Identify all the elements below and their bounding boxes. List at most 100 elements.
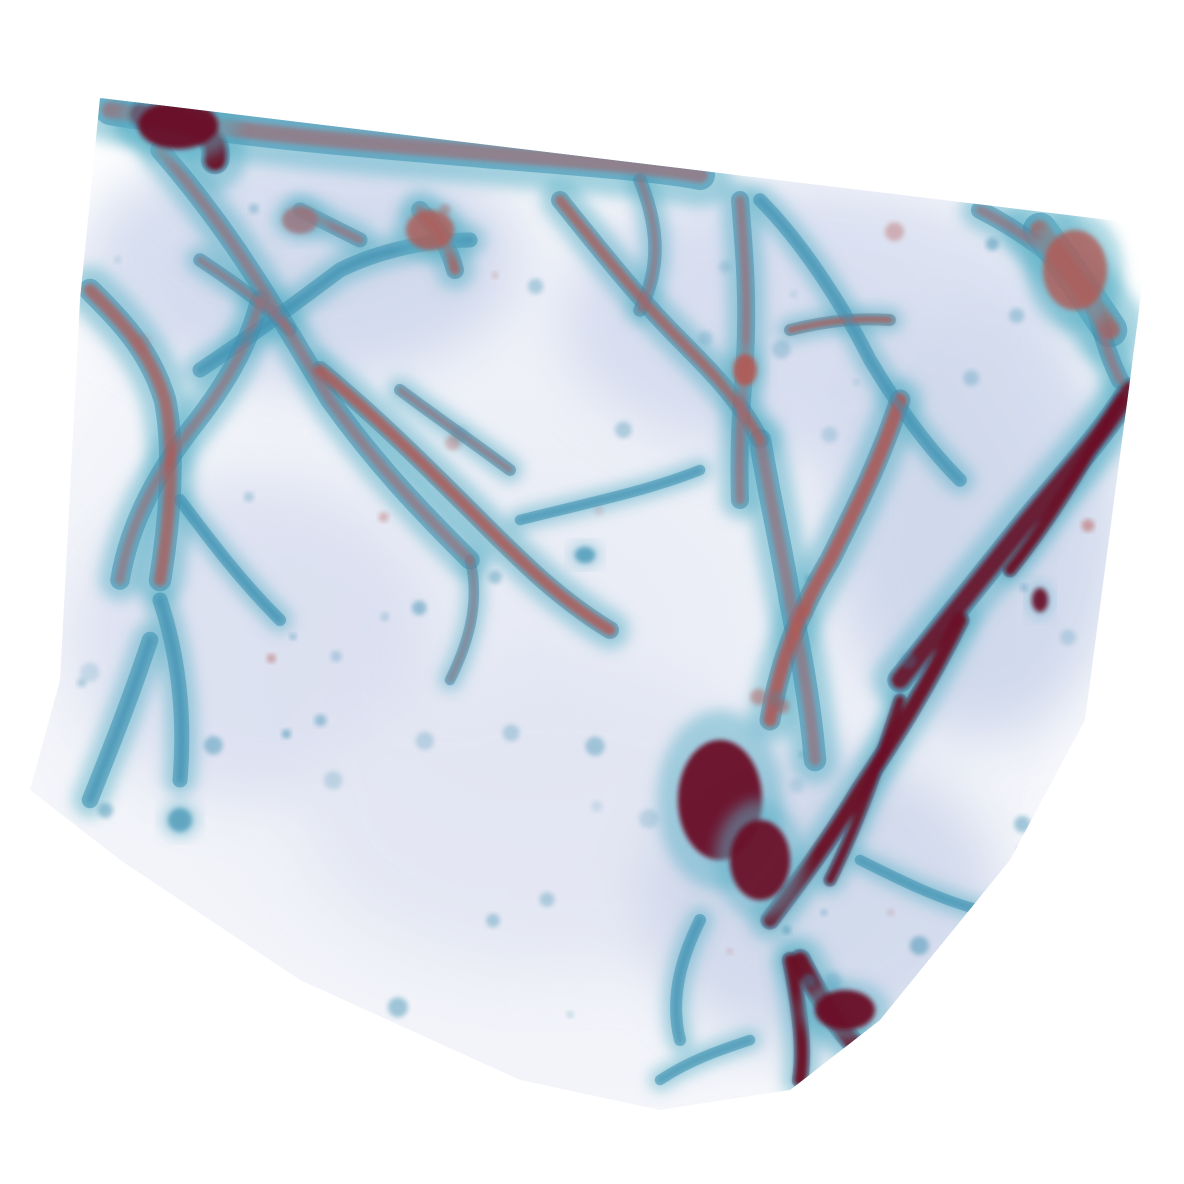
speckle [591, 800, 603, 812]
speckle [1054, 837, 1070, 853]
speckle [78, 139, 91, 152]
speckle [594, 506, 604, 516]
filament-core [314, 364, 616, 636]
speckle [775, 699, 790, 714]
speckle [909, 936, 929, 955]
speckle [243, 491, 254, 502]
filament-core [857, 857, 983, 913]
speckle [488, 570, 502, 584]
speckle [539, 892, 555, 907]
speckle [98, 803, 113, 818]
speckle [314, 714, 327, 727]
speckle [948, 1003, 969, 1024]
speckle [963, 370, 979, 386]
speckle [798, 750, 806, 758]
speckle [411, 600, 427, 616]
speckle [853, 379, 860, 386]
filament-core [156, 596, 186, 784]
dense-region [1043, 230, 1107, 310]
speckle [289, 633, 297, 641]
speckle [799, 605, 812, 618]
speckle [772, 340, 791, 359]
speckle [1060, 629, 1076, 646]
filament-core [786, 315, 894, 334]
speckle [1011, 909, 1030, 928]
speckle [528, 278, 544, 294]
dense-region [730, 820, 790, 900]
dense-region [168, 808, 192, 832]
speckle [820, 909, 828, 916]
speckle [821, 426, 838, 443]
speckle [1081, 519, 1095, 532]
speckle [789, 778, 804, 793]
filament-core [1004, 394, 1126, 576]
filament-core [196, 256, 294, 334]
dense-region [575, 547, 595, 563]
filament-core [657, 1037, 753, 1083]
dense-region [962, 932, 978, 948]
speckle [249, 203, 259, 214]
speckle [750, 688, 767, 706]
speckle [638, 809, 659, 829]
dense-region [815, 990, 875, 1030]
speckle [1020, 583, 1028, 592]
filament-core-layer [83, 101, 1139, 1087]
speckle [330, 650, 342, 662]
speckle [718, 260, 732, 274]
filament-core [517, 467, 703, 523]
speckle [824, 972, 842, 990]
dense-region [406, 210, 454, 250]
filament-core [636, 176, 659, 314]
dense-region-halo [958, 928, 982, 952]
speckle [114, 256, 122, 264]
speckle [439, 204, 451, 216]
speckle [1009, 308, 1025, 324]
dense-region [138, 101, 218, 149]
speckle [805, 575, 812, 582]
filament-core [86, 636, 154, 804]
speckle [1015, 137, 1024, 146]
speckle [387, 997, 408, 1018]
speckle [415, 731, 434, 751]
speckle [585, 736, 605, 756]
speckle [899, 652, 917, 669]
speckle [204, 736, 223, 755]
filament-core [825, 695, 905, 885]
speckle [281, 729, 291, 739]
speckle [266, 653, 276, 664]
speckle [802, 973, 816, 988]
speckle [324, 771, 343, 790]
filament-core [673, 917, 703, 1043]
speckle [491, 271, 499, 279]
speckle [445, 435, 461, 451]
filament-core [754, 434, 821, 766]
filament-core [83, 283, 177, 587]
dense-region [282, 206, 318, 234]
speckle [885, 222, 904, 242]
speckle [790, 290, 798, 299]
speckle [886, 908, 895, 917]
filament-core [757, 197, 963, 483]
speckle [1014, 815, 1031, 833]
filament-core [783, 953, 809, 1087]
speckle [80, 662, 100, 683]
speckle [726, 948, 733, 955]
speckle [486, 913, 500, 928]
speckle [77, 678, 87, 688]
filament-core [154, 144, 476, 566]
speckle [782, 925, 791, 935]
speckle [75, 945, 86, 956]
speckle [502, 724, 520, 742]
speckle [378, 511, 389, 523]
dense-region [733, 354, 757, 386]
filament-core [763, 393, 907, 727]
filament-core [447, 557, 477, 683]
filament-core [177, 497, 283, 623]
speckle [1016, 846, 1025, 855]
speckle [133, 333, 152, 352]
speckle [985, 237, 999, 251]
speckle [615, 421, 632, 439]
speckle [566, 1011, 574, 1019]
